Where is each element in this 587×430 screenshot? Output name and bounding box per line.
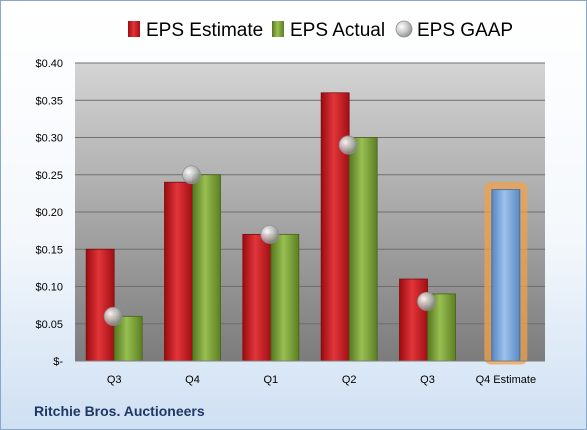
y-tick-label: $0.20 (35, 207, 63, 219)
bar-eps-actual (270, 233, 300, 362)
legend-swatch-eps-estimate (128, 21, 140, 37)
y-tick-label: $0.25 (35, 170, 63, 182)
bar-eps-estimate (242, 233, 272, 362)
legend-label-eps-estimate: EPS Estimate (146, 20, 263, 41)
legend: EPS Estimate EPS Actual EPS GAAP (128, 20, 513, 41)
y-tick-label: $0.30 (35, 133, 63, 145)
gaap-markers (103, 135, 436, 326)
bar-q4-estimate (491, 189, 521, 362)
gridlines (75, 62, 545, 325)
legend-marker-eps-gaap (395, 20, 413, 38)
bar-eps-estimate (320, 92, 350, 362)
x-tick-label: Q1 (263, 374, 278, 386)
bar-eps-estimate (164, 181, 193, 362)
bar-eps-estimate (85, 248, 115, 362)
x-tick-label: Q3 (420, 374, 435, 386)
y-tick-label: $0.35 (35, 95, 63, 107)
marker-eps-gaap (260, 224, 280, 244)
y-axis-ticks: $- $0.05 $0.10 $0.15 $0.20 $0.25 $0.30 $0.35 $0.… (35, 58, 63, 368)
x-tick-label: Q2 (342, 374, 357, 386)
y-tick-label: $0.10 (35, 282, 63, 294)
x-tick-label: Q3 (107, 374, 122, 386)
company-name: Ritchie Bros. Auctioneers (34, 403, 205, 419)
legend-label-eps-gaap: EPS GAAP (417, 20, 513, 41)
marker-eps-gaap (417, 291, 436, 311)
y-tick-label: $0.15 (35, 244, 63, 256)
marker-eps-gaap (182, 165, 201, 185)
x-tick-label: Q4 (185, 374, 200, 386)
legend-label-eps-actual: EPS Actual (290, 20, 385, 41)
marker-eps-gaap (338, 135, 358, 155)
x-axis-ticks: Q3 Q4 Q1 Q2 Q3 Q4 Estimate (107, 374, 536, 386)
marker-eps-gaap (103, 306, 123, 326)
bar-eps-actual (192, 174, 221, 362)
bar-eps-estimate (399, 278, 428, 362)
y-tick-label: $0.40 (35, 58, 63, 70)
legend-swatch-eps-actual (272, 21, 284, 37)
y-tick-label: $- (53, 356, 63, 368)
x-tick-label: Q4 Estimate (476, 374, 537, 386)
bar-eps-actual (348, 137, 378, 362)
bars (85, 92, 528, 365)
y-tick-label: $0.05 (35, 319, 63, 331)
